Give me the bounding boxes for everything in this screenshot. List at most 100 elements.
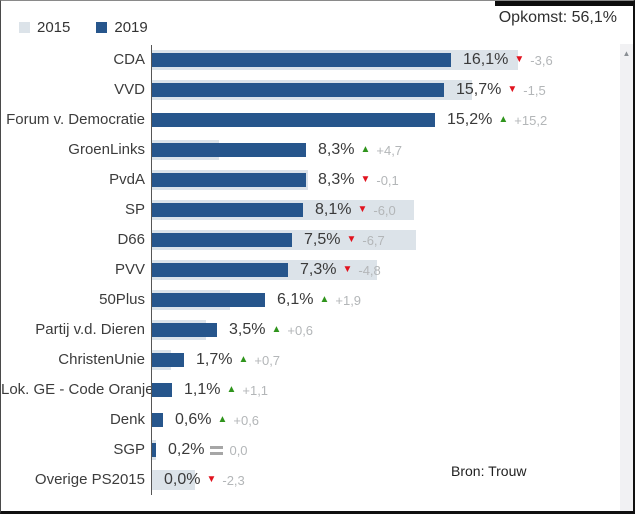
chart-row: Forum v. Democratie 15,2% ▲ +15,2 — [1, 105, 633, 135]
party-label: SGP — [113, 441, 145, 458]
value-group: 15,7% ▼ -1,5 — [456, 75, 546, 105]
increase-icon: ▲ — [498, 114, 509, 125]
bar-2019[interactable] — [152, 293, 265, 307]
increase-icon: ▲ — [319, 294, 330, 305]
chart-row: Partij v.d. Dieren 3,5% ▲ +0,6 — [1, 315, 633, 345]
change-label: +1,9 — [335, 292, 362, 308]
change-label: -1,5 — [523, 82, 546, 98]
change-label: -6,0 — [373, 202, 396, 218]
chart-row: SGP 0,2% 0,0 — [1, 435, 633, 465]
bar-2019[interactable] — [152, 113, 435, 127]
bar-area: 0,2% 0,0 — [151, 435, 633, 465]
legend-label-2015: 2015 — [37, 19, 71, 36]
change-label: +4,7 — [376, 142, 403, 158]
bar-2019[interactable] — [152, 83, 444, 97]
change-label: +1,1 — [242, 382, 269, 398]
change-label: -4,8 — [358, 262, 381, 278]
value-group: 7,3% ▼ -4,8 — [300, 255, 381, 285]
bar-area: 8,3% ▲ +4,7 — [151, 135, 633, 165]
bar-area: 0,6% ▲ +0,6 — [151, 405, 633, 435]
legend-swatch-2019-icon — [96, 22, 108, 33]
party-label: 50Plus — [99, 291, 145, 308]
decrease-icon: ▼ — [206, 474, 217, 485]
bar-area: 7,5% ▼ -6,7 — [151, 225, 633, 255]
bar-2019[interactable] — [152, 353, 184, 367]
value-label: 15,2% — [447, 111, 493, 128]
bar-area: 15,2% ▲ +15,2 — [151, 105, 633, 135]
bar-chart: CDA 16,1% ▼ -3,6 VVD 15,7% ▼ -1,5 Forum … — [1, 45, 633, 495]
chart-row: Denk 0,6% ▲ +0,6 — [1, 405, 633, 435]
chart-row: GroenLinks 8,3% ▲ +4,7 — [1, 135, 633, 165]
legend-item-2019[interactable]: 2019 — [96, 10, 148, 45]
bar-2019[interactable] — [152, 263, 288, 277]
bar-2019[interactable] — [152, 203, 303, 217]
value-label: 16,1% — [463, 51, 509, 68]
value-group: 6,1% ▲ +1,9 — [277, 285, 361, 315]
change-label: -6,7 — [362, 232, 385, 248]
chart-row: PVV 7,3% ▼ -4,8 — [1, 255, 633, 285]
bar-area: 15,7% ▼ -1,5 — [151, 75, 633, 105]
value-label: 8,1% — [315, 201, 352, 218]
legend-item-2015[interactable]: 2015 — [19, 10, 70, 45]
chart-row: 50Plus 6,1% ▲ +1,9 — [1, 285, 633, 315]
no-change-icon — [210, 445, 224, 455]
party-label: ChristenUnie — [58, 351, 145, 368]
bar-2019[interactable] — [152, 233, 292, 247]
decrease-icon: ▼ — [346, 234, 357, 245]
value-label: 8,3% — [318, 141, 355, 158]
chart-row: ChristenUnie 1,7% ▲ +0,7 — [1, 345, 633, 375]
chart-row: VVD 15,7% ▼ -1,5 — [1, 75, 633, 105]
bar-2019[interactable] — [152, 413, 163, 427]
legend: 2015 2019 — [19, 10, 148, 45]
chart-row: SP 8,1% ▼ -6,0 — [1, 195, 633, 225]
party-label: VVD — [114, 81, 145, 98]
bar-area: 1,1% ▲ +1,1 — [151, 375, 633, 405]
decrease-icon: ▼ — [342, 264, 353, 275]
value-group: 7,5% ▼ -6,7 — [304, 225, 385, 255]
party-label: CDA — [113, 51, 145, 68]
bar-2019[interactable] — [152, 383, 172, 397]
bar-area: 0,0% ▼ -2,3 — [151, 465, 633, 495]
party-label: SP — [124, 201, 145, 218]
value-label: 15,7% — [456, 81, 502, 98]
party-label: PVV — [114, 261, 145, 278]
bar-2015[interactable] — [152, 470, 195, 490]
bar-2019[interactable] — [152, 143, 306, 157]
increase-icon: ▲ — [238, 354, 249, 365]
bar-2019[interactable] — [152, 53, 451, 67]
bar-area: 16,1% ▼ -3,6 — [151, 45, 633, 75]
change-label: -3,6 — [530, 52, 553, 68]
bar-area: 1,7% ▲ +0,7 — [151, 345, 633, 375]
value-label: 0,2% — [168, 441, 205, 458]
change-label: -2,3 — [222, 472, 245, 488]
value-label: 8,3% — [318, 171, 355, 188]
value-group: 8,3% ▼ -0,1 — [318, 165, 399, 195]
increase-icon: ▲ — [217, 414, 228, 425]
change-label: 0,0 — [229, 442, 248, 458]
chart-row: Lok. GE - Code Oranje 1,1% ▲ +1,1 — [1, 375, 633, 405]
decrease-icon: ▼ — [507, 84, 518, 95]
value-label: 3,5% — [229, 321, 266, 338]
chart-row: Overige PS2015 0,0% ▼ -2,3 — [1, 465, 633, 495]
value-group: 0,2% 0,0 — [168, 435, 248, 465]
bar-2019[interactable] — [152, 173, 306, 187]
party-label: Denk — [109, 411, 145, 428]
legend-label-2019: 2019 — [114, 19, 148, 36]
change-label: +0,7 — [254, 352, 281, 368]
party-label: GroenLinks — [68, 141, 145, 158]
value-group: 8,1% ▼ -6,0 — [315, 195, 396, 225]
party-label: PvdA — [109, 171, 145, 188]
bar-area: 8,1% ▼ -6,0 — [151, 195, 633, 225]
value-group: 3,5% ▲ +0,6 — [229, 315, 313, 345]
value-group: 16,1% ▼ -3,6 — [463, 45, 553, 75]
scroll-up-icon[interactable]: ▲ — [622, 49, 631, 58]
scrollbar[interactable]: ▲ — [620, 44, 633, 511]
value-group: 1,1% ▲ +1,1 — [184, 375, 268, 405]
chart-row: CDA 16,1% ▼ -3,6 — [1, 45, 633, 75]
bar-2019[interactable] — [152, 443, 156, 457]
bar-area: 8,3% ▼ -0,1 — [151, 165, 633, 195]
bar-2019[interactable] — [152, 323, 217, 337]
bar-area: 6,1% ▲ +1,9 — [151, 285, 633, 315]
decrease-icon: ▼ — [514, 54, 525, 65]
value-label: 0,6% — [175, 411, 212, 428]
